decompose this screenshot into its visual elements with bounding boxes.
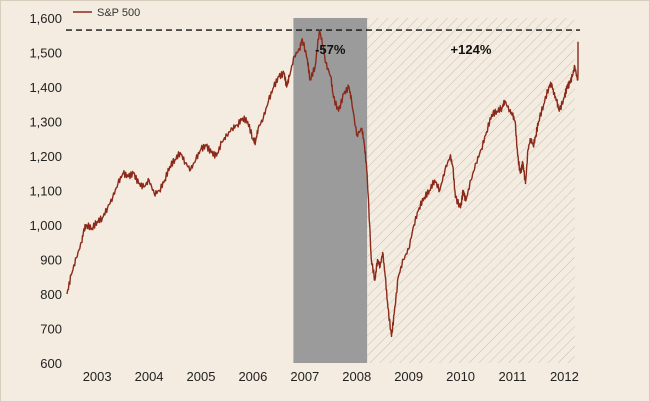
x-tick-label: 2004 [135,369,164,384]
y-tick-label: 1,400 [29,80,62,95]
y-tick-label: 700 [40,322,62,337]
y-tick-label: 900 [40,253,62,268]
region-label-1: -57% [315,42,346,57]
y-axis: 600 700 800 900 1,000 1,100 1,200 1,300 1,400 1,5… [29,11,62,371]
x-tick-label: 2011 [499,369,527,384]
y-tick-label: 800 [40,287,62,302]
y-tick-label: 1,000 [29,218,62,233]
x-tick-label: 2010 [446,369,475,384]
annotations: -57% +124% [315,42,492,57]
x-tick-label: 2012 [550,369,579,384]
region-label-2: +124% [451,42,492,57]
y-tick-label: 1,500 [29,46,62,61]
shaded-region-1 [293,18,368,363]
series-layer [66,29,579,338]
shaded-region-2 [367,18,575,363]
x-tick-label: 2007 [290,369,319,384]
y-tick-label: 1,300 [29,115,62,130]
shaded-regions [293,18,575,363]
x-tick-label: 2005 [187,369,216,384]
x-tick-label: 2003 [83,369,112,384]
x-tick-label: 2006 [238,369,267,384]
series-line-1 [66,29,579,338]
y-tick-label: 600 [40,356,62,371]
legend: S&P 500 [73,7,140,19]
y-tick-label: 1,600 [29,11,62,26]
x-axis: 2003 2004 2005 2006 2007 2008 2009 2010 2011 2012 [83,369,579,384]
y-tick-label: 1,200 [29,149,62,164]
y-tick-label: 1,100 [29,184,62,199]
x-tick-label: 2008 [342,369,371,384]
legend-label: S&P 500 [97,7,140,19]
x-tick-label: 2009 [394,369,423,384]
